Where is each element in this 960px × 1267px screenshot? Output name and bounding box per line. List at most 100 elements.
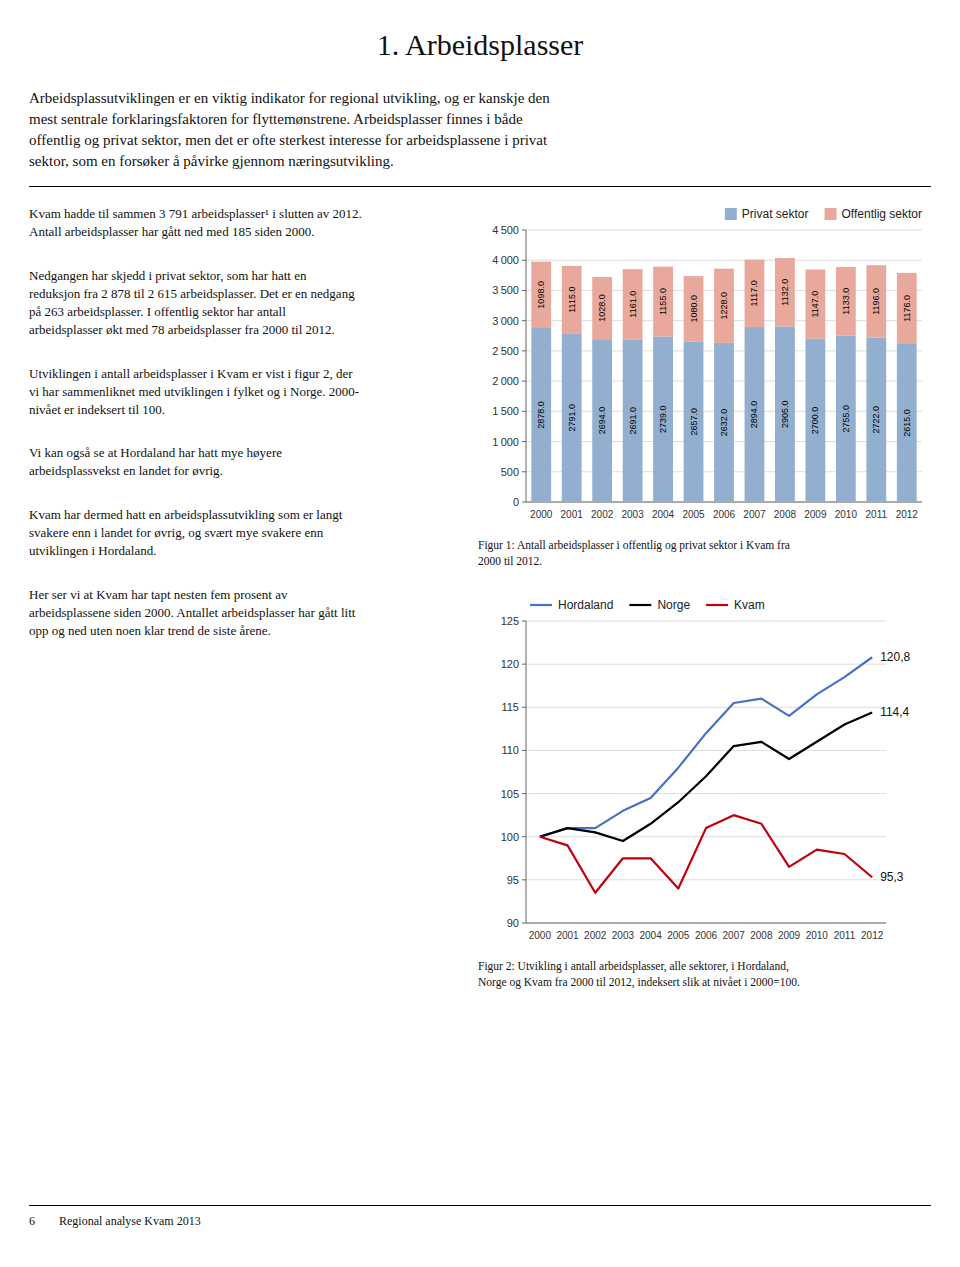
bar <box>623 339 643 502</box>
tick-label: 125 <box>501 615 519 627</box>
legend-label: Kvam <box>734 598 765 612</box>
tick-label: 2007 <box>743 509 766 520</box>
tick-label: 95 <box>507 874 519 886</box>
grid-line <box>526 707 886 708</box>
page: { "title": "1. Arbeidsplasser", "intro":… <box>0 0 960 1267</box>
data-label: 2691.0 <box>628 407 638 435</box>
chart-container: 9095100105110115120125200020012002200320… <box>478 591 932 990</box>
intro-text: Arbeidsplassutviklingen er en viktig ind… <box>29 88 931 172</box>
tick-label: 2001 <box>556 930 579 941</box>
labels: 120,8114,495,3 <box>880 650 910 884</box>
legend-item: Privat sektor <box>725 207 809 221</box>
legend-item: Norge <box>629 598 690 612</box>
grid-line <box>526 750 886 751</box>
bar <box>897 273 917 344</box>
tick-mark <box>522 502 526 503</box>
bar <box>805 269 825 338</box>
bar <box>836 267 856 335</box>
legend-item: Hordaland <box>530 598 613 612</box>
tick-label: 500 <box>501 466 519 478</box>
tick-label: 2007 <box>723 930 746 941</box>
tick-mark <box>522 290 526 291</box>
data-label: 2905.0 <box>780 400 790 428</box>
grid-line <box>526 230 922 231</box>
tick-label: 2004 <box>639 930 662 941</box>
paragraph: Kvam har dermed hatt en arbeidsplassutvi… <box>29 506 459 560</box>
tick-label: 0 <box>513 496 519 508</box>
bar <box>684 276 704 341</box>
separator <box>29 186 931 187</box>
data-label: 1161.0 <box>628 291 638 318</box>
bar <box>775 326 795 502</box>
data-label: 2657.0 <box>689 408 699 436</box>
data-label: 2632.0 <box>719 409 729 437</box>
axis-line <box>526 621 527 923</box>
legend: Hordaland Norge Kvam <box>530 598 765 612</box>
data-label: 2615.0 <box>902 409 912 437</box>
line <box>540 815 872 893</box>
grid-line <box>526 836 886 837</box>
data-label: 1228.0 <box>719 292 729 320</box>
line <box>540 712 872 841</box>
page-title: 1. Arbeidsplasser <box>0 28 960 62</box>
tick-label: 2000 <box>530 509 553 520</box>
bar <box>623 269 643 339</box>
tick-label: 3 000 <box>492 315 519 327</box>
tick-mark <box>522 793 526 794</box>
chart-container: 05001 0001 5002 0002 5003 0003 5004 0004… <box>478 200 932 569</box>
paragraph: Utviklingen i antall arbeidsplasser i Kv… <box>29 365 459 419</box>
data-label: 2894.0 <box>749 401 759 429</box>
legend-item: Offentlig sektor <box>825 207 922 221</box>
footer: 6 Regional analyse Kvam 2013 <box>29 1205 931 1229</box>
tick-label: 2004 <box>652 509 675 520</box>
legend-swatch <box>706 604 728 606</box>
data-label: 1133.0 <box>841 288 851 315</box>
bar <box>562 266 582 333</box>
tick-mark <box>522 707 526 708</box>
grid-line <box>526 621 886 622</box>
tick-label: 120 <box>501 658 519 670</box>
tick-label: 105 <box>501 788 519 800</box>
data-label: 2739.0 <box>658 405 668 433</box>
bar <box>531 328 551 502</box>
chart: 05001 0001 5002 0002 5003 0003 5004 0004… <box>478 200 932 532</box>
y-axis: 05001 0001 5002 0002 5003 0003 5004 0004… <box>492 224 922 508</box>
annotation: 120,8 <box>880 650 910 664</box>
data-label: 2755.0 <box>841 405 851 433</box>
grid-line <box>526 923 886 924</box>
data-label: 1132.0 <box>780 279 790 306</box>
tick-mark <box>522 750 526 751</box>
tick-label: 2008 <box>774 509 797 520</box>
tick-label: 4 000 <box>492 254 519 266</box>
tick-label: 2003 <box>621 509 644 520</box>
tick-mark <box>522 230 526 231</box>
tick-label: 2008 <box>750 930 773 941</box>
tick-label: 2002 <box>591 509 614 520</box>
tick-label: 2011 <box>834 930 856 941</box>
paragraph: Kvam hadde til sammen 3 791 arbeidsplass… <box>29 205 459 241</box>
tick-mark <box>522 441 526 442</box>
tick-mark <box>522 879 526 880</box>
bar <box>897 344 917 502</box>
tick-mark <box>522 471 526 472</box>
legend-swatch <box>530 604 552 606</box>
legend-label: Privat sektor <box>742 207 809 221</box>
tick-mark <box>522 381 526 382</box>
tick-label: 2001 <box>561 509 584 520</box>
data-label: 1155.0 <box>658 288 668 315</box>
left-column: Kvam hadde til sammen 3 791 arbeidsplass… <box>29 205 459 666</box>
bar <box>562 333 582 502</box>
tick-label: 4 500 <box>492 224 519 236</box>
bar <box>745 260 765 328</box>
tick-mark <box>522 621 526 622</box>
bar <box>653 336 673 502</box>
tick-label: 2010 <box>806 930 829 941</box>
tick-label: 3 500 <box>492 284 519 296</box>
legend-label: Norge <box>657 598 690 612</box>
marks <box>531 258 916 502</box>
x-axis: 2000200120022003200420052006200720082009… <box>530 509 918 520</box>
bar <box>592 277 612 339</box>
tick-mark <box>522 260 526 261</box>
data-label: 1080.0 <box>689 295 699 323</box>
grid-line <box>526 793 886 794</box>
